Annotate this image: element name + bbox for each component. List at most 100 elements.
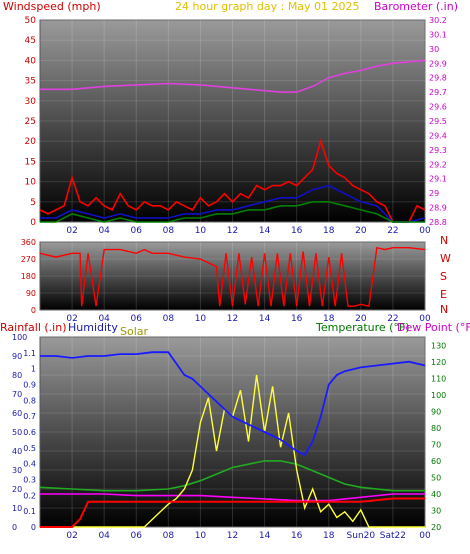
barometer-line [40, 59, 426, 93]
wind-x-tick-2: 06 [131, 226, 143, 236]
dir-x-tick-7: 16 [291, 314, 303, 324]
temp-ytick-0: 20 [431, 523, 441, 532]
wind-ytick-8: 40 [25, 56, 37, 66]
dir-x-tick-11: 00 [419, 314, 431, 324]
hum-x-tick-2: 06 [131, 531, 143, 541]
rain-ytick-6: 0.6 [23, 428, 36, 437]
wind-x-tick-6: 14 [259, 226, 271, 236]
wind-axis-label: Windspeed (mph) [3, 0, 101, 13]
humidity-ytick-2: 20 [12, 485, 22, 494]
temp-ytick-1: 30 [431, 506, 441, 515]
wind-avg-line [40, 184, 426, 223]
baro-ytick-14: 30.2 [429, 16, 447, 25]
wind-baro-panel [39, 19, 426, 223]
chart-marks: 0510152025303540455028.828.92929.129.229… [12, 16, 451, 541]
humidity-ytick-10: 100 [12, 333, 27, 342]
temp-ytick-7: 90 [431, 407, 441, 416]
humidity-ytick-4: 40 [12, 447, 22, 456]
dir-x-tick-8: 18 [323, 314, 335, 324]
hum-x-tick-5: 12 [227, 531, 238, 541]
hum-x-tick-1: 04 [98, 531, 110, 541]
baro-ytick-8: 29.6 [429, 103, 447, 112]
wind-low-line [40, 201, 425, 223]
rain-ytick-2: 0.2 [23, 491, 36, 500]
wind-x-tick-1: 04 [98, 226, 110, 236]
wind-x-tick-7: 16 [291, 226, 303, 236]
dir-x-tick-5: 12 [227, 314, 238, 324]
wind-x-tick-5: 12 [227, 226, 238, 236]
temp-ytick-11: 130 [431, 341, 446, 350]
hum-x-tick-3: 08 [163, 531, 175, 541]
hum-x-tick-10: Sat22 [380, 531, 406, 541]
baro-ytick-12: 30 [429, 45, 439, 54]
rain-ytick-0: 0 [31, 523, 36, 532]
humidity-ytick-0: 0 [12, 523, 17, 532]
compass-label-3: E [440, 288, 447, 301]
baro-ytick-11: 29.9 [429, 59, 447, 68]
rain-ytick-9: 0.9 [23, 381, 36, 390]
hum-x-tick-8: 18 [323, 531, 335, 541]
wind-x-tick-8: 18 [323, 226, 335, 236]
dir-ytick-2: 180 [21, 272, 36, 281]
humidity-temp-panel [39, 336, 426, 528]
wind-ytick-2: 10 [25, 178, 37, 188]
rain-ytick-7: 0.7 [23, 412, 36, 421]
dir-ytick-4: 360 [21, 238, 36, 247]
baro-ytick-2: 29 [429, 189, 439, 198]
temp-axis-label: Temperature (°F) [315, 321, 410, 334]
wind-ytick-7: 35 [25, 77, 36, 87]
baro-ytick-13: 30.1 [429, 30, 447, 39]
wind-x-tick-3: 08 [163, 226, 175, 236]
compass-label-4: N [440, 303, 448, 316]
dir-x-tick-3: 08 [163, 314, 175, 324]
temp-ytick-2: 40 [431, 490, 441, 499]
hum-x-tick-4: 10 [195, 531, 207, 541]
baro-ytick-5: 29.3 [429, 146, 447, 155]
graph-title: 24 hour graph day : May 01 2025 [175, 0, 360, 13]
wind-x-tick-0: 02 [66, 226, 77, 236]
humidity-ytick-9: 90 [12, 352, 22, 361]
dir-x-tick-9: 20 [355, 314, 367, 324]
wind-direction-line [39, 246, 426, 308]
wind-ytick-6: 30 [25, 97, 37, 107]
temperature-line [39, 460, 425, 492]
humidity-ytick-5: 50 [12, 428, 22, 437]
rain-ytick-11: 1.1 [23, 349, 36, 358]
rain-ytick-5: 0.5 [23, 444, 36, 453]
humidity-ytick-3: 30 [12, 466, 22, 475]
temp-ytick-9: 110 [431, 374, 446, 383]
humidity-axis-label: Humidity [68, 321, 118, 334]
compass-label-1: W [440, 252, 451, 265]
baro-ytick-3: 29.1 [429, 175, 447, 184]
baro-ytick-10: 29.8 [429, 74, 447, 83]
solar-label: Solar [120, 325, 149, 338]
hum-x-tick-11: 00 [419, 531, 431, 541]
wind-x-tick-11: 00 [419, 226, 431, 236]
wind-x-tick-4: 10 [195, 226, 207, 236]
temp-ytick-8: 100 [431, 391, 446, 400]
rainfall-line [40, 497, 425, 528]
hum-x-tick-6: 14 [259, 531, 271, 541]
dir-x-tick-10: 22 [387, 314, 398, 324]
rain-ytick-10: 1 [31, 365, 36, 374]
wind-ytick-1: 5 [30, 198, 36, 208]
temp-ytick-6: 80 [431, 424, 441, 433]
dir-x-tick-0: 02 [66, 314, 77, 324]
dir-x-tick-2: 06 [131, 314, 143, 324]
temp-ytick-10: 120 [431, 358, 446, 367]
baro-ytick-0: 28.8 [429, 218, 447, 227]
dir-ytick-3: 270 [21, 255, 36, 264]
baro-ytick-1: 28.9 [429, 204, 447, 213]
wind-x-tick-9: 20 [355, 226, 367, 236]
wind-x-tick-10: 22 [387, 226, 398, 236]
baro-ytick-7: 29.5 [429, 117, 447, 126]
hum-x-tick-7: 16 [291, 531, 303, 541]
temp-ytick-3: 50 [431, 473, 441, 482]
hum-x-tick-9: Sun20 [347, 531, 376, 541]
humidity-line [40, 351, 426, 456]
dir-x-tick-6: 14 [259, 314, 271, 324]
hum-x-tick-0: 02 [66, 531, 77, 541]
temp-ytick-4: 60 [431, 457, 441, 466]
rain-ytick-8: 0.8 [23, 396, 36, 405]
dir-x-tick-1: 04 [98, 314, 110, 324]
